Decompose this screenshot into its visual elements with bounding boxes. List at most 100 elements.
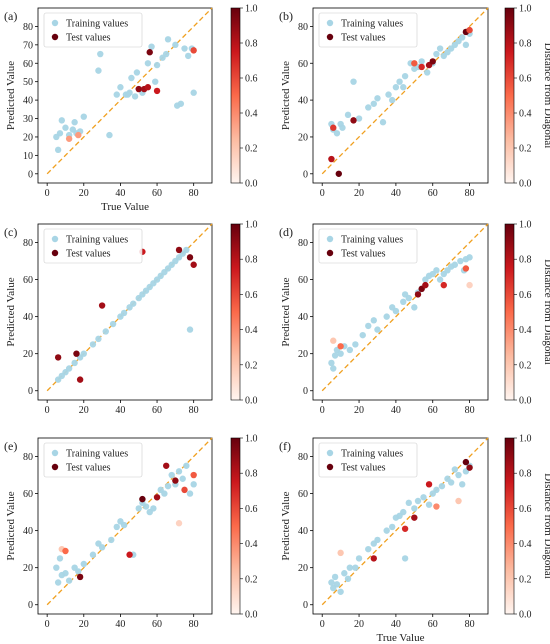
- colorbar-tick-label: 0.6: [519, 74, 532, 85]
- training-point: [400, 84, 407, 91]
- training-point: [374, 536, 381, 544]
- legend-training-label: Training values: [341, 449, 403, 460]
- training-point: [150, 505, 157, 512]
- training-point: [126, 89, 133, 96]
- test-point: [462, 265, 470, 272]
- test-point: [175, 246, 183, 254]
- training-point: [65, 577, 73, 584]
- training-point: [346, 346, 354, 354]
- colorbar-tick-label: 1.0: [245, 434, 258, 445]
- x-tick-label: 40: [391, 405, 401, 416]
- panel-b: 0 20 40 60 80 0 20 40 60 80 Training values Test va…: [279, 4, 550, 200]
- y-tick-label: 50: [23, 77, 33, 88]
- training-point: [328, 579, 335, 586]
- y-tick-label: 20: [23, 563, 33, 574]
- legend-box: [318, 12, 418, 48]
- test-point: [414, 291, 422, 298]
- colorbar-tick-label: 0.8: [245, 255, 258, 266]
- colorbar: 0.0 0.2 0.4 0.6 0.8 1.0: [230, 220, 258, 407]
- training-point: [370, 317, 377, 324]
- test-point: [330, 337, 337, 344]
- legend-test-label: Test values: [341, 463, 386, 474]
- training-point: [142, 503, 150, 510]
- y-tick-label: 80: [298, 452, 308, 463]
- y-tick-label: 70: [23, 40, 33, 51]
- y-tick-label: 80: [298, 22, 308, 33]
- training-point: [80, 560, 87, 568]
- y-tick-label: 10: [23, 151, 33, 162]
- legend-box: [43, 442, 143, 478]
- panel-e: 0 20 40 60 80 0 20 40 60 80 Training values Test va…: [4, 434, 258, 631]
- legend-training-label: Training values: [66, 19, 128, 30]
- training-point: [164, 482, 172, 490]
- colorbar-tick-label: 0.6: [519, 290, 532, 301]
- training-point: [95, 67, 102, 74]
- legend-test-label: Test values: [66, 33, 111, 44]
- test-point: [425, 481, 433, 488]
- training-point: [425, 501, 433, 508]
- training-point: [54, 146, 62, 154]
- x-tick-label: 20: [354, 405, 364, 416]
- y-axis-label: Predicted Value: [5, 61, 17, 130]
- y-tick-label: 60: [298, 59, 308, 70]
- training-point: [374, 95, 381, 102]
- y-axis-label: Predicted Value: [5, 277, 17, 346]
- legend-box: [318, 228, 418, 264]
- legend: Training values Test values: [43, 442, 143, 478]
- colorbar-tick-label: 1.0: [519, 220, 532, 231]
- training-point: [56, 555, 64, 562]
- colorbar-tick-label: 0.6: [245, 504, 258, 515]
- test-point: [466, 281, 473, 289]
- y-tick-label: 0: [28, 386, 33, 397]
- legend-training-label: Training values: [66, 235, 128, 246]
- training-point: [392, 307, 400, 315]
- legend-box: [43, 228, 143, 264]
- training-point: [53, 564, 60, 571]
- training-point: [106, 131, 113, 139]
- diagonal-line: [321, 223, 489, 392]
- training-point: [330, 365, 337, 372]
- training-point: [457, 257, 464, 265]
- training-point: [355, 555, 363, 562]
- training-point: [365, 322, 372, 330]
- panel-a: 0 20 40 60 80 0 10 20 30 40 50 60 70 80 Training value…: [4, 4, 258, 214]
- colorbar-tick-label: 0.4: [245, 325, 258, 336]
- legend-test-marker: [326, 249, 334, 257]
- colorbar-label: Distance from Diagonal: [542, 259, 550, 365]
- colorbar: 0.0 0.2 0.4 0.6 0.8 1.0 Distance from Diagonal: [504, 434, 550, 621]
- y-tick-label: 0: [303, 600, 308, 611]
- test-point: [401, 525, 409, 532]
- test-point: [181, 486, 188, 494]
- test-point: [328, 155, 335, 163]
- training-point: [433, 50, 440, 58]
- x-tick-label: 0: [45, 405, 50, 416]
- training-point: [459, 34, 466, 41]
- legend-test-marker: [51, 463, 59, 471]
- panel-label: (d): [279, 225, 293, 239]
- test-point: [190, 261, 197, 268]
- training-point: [80, 113, 87, 120]
- legend-training-marker: [326, 449, 334, 457]
- test-point: [76, 573, 84, 581]
- training-point: [102, 328, 109, 335]
- x-tick-label: 60: [428, 619, 438, 630]
- x-axis-label: True Value: [101, 201, 149, 213]
- training-point: [184, 52, 192, 60]
- training-point: [414, 497, 422, 505]
- colorbar-tick-label: 0.8: [245, 469, 258, 480]
- colorbar-tick-label: 0.8: [519, 469, 532, 480]
- colorbar-tick-label: 0.2: [519, 144, 532, 155]
- training-point: [396, 78, 403, 85]
- legend: Training values Test values: [318, 228, 418, 264]
- panel-d: 0 20 40 60 80 0 20 40 60 80 Training values Test va…: [279, 220, 550, 417]
- colorbar: 0.0 0.2 0.4 0.6 0.8 1.0: [230, 4, 258, 190]
- training-point: [144, 60, 152, 67]
- y-tick-label: 60: [23, 59, 33, 70]
- test-point: [163, 462, 170, 469]
- training-point: [466, 254, 473, 261]
- x-tick-label: 40: [115, 619, 125, 630]
- legend-training-marker: [326, 19, 334, 27]
- training-point: [190, 89, 197, 96]
- training-point: [153, 61, 161, 69]
- training-point: [186, 326, 194, 333]
